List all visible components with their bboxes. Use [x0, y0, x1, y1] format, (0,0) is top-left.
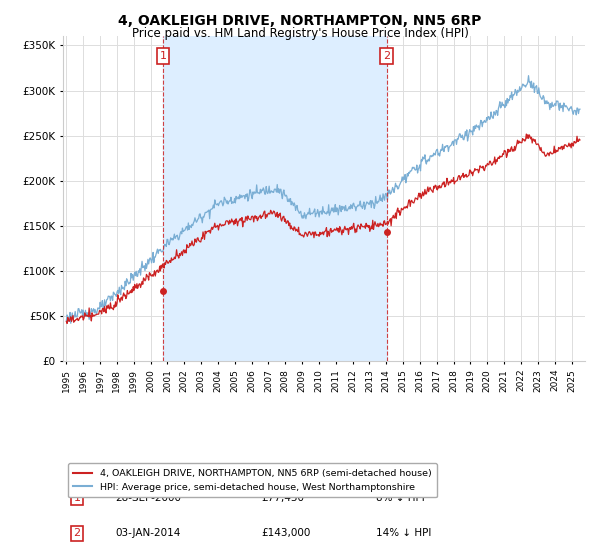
Text: 2: 2	[383, 52, 390, 61]
Text: 1: 1	[160, 52, 167, 61]
Text: 28-SEP-2000: 28-SEP-2000	[115, 493, 181, 503]
Bar	[163, 36, 386, 361]
Text: 03-JAN-2014: 03-JAN-2014	[115, 528, 181, 538]
Text: 8% ↓ HPI: 8% ↓ HPI	[376, 493, 425, 503]
Text: 2: 2	[73, 528, 80, 538]
Text: £143,000: £143,000	[262, 528, 311, 538]
Text: 4, OAKLEIGH DRIVE, NORTHAMPTON, NN5 6RP: 4, OAKLEIGH DRIVE, NORTHAMPTON, NN5 6RP	[118, 14, 482, 28]
Legend: 4, OAKLEIGH DRIVE, NORTHAMPTON, NN5 6RP (semi-detached house), HPI: Average pric: 4, OAKLEIGH DRIVE, NORTHAMPTON, NN5 6RP …	[68, 463, 437, 497]
Text: 1: 1	[73, 493, 80, 503]
Text: £77,450: £77,450	[262, 493, 304, 503]
Text: 14% ↓ HPI: 14% ↓ HPI	[376, 528, 431, 538]
Text: Price paid vs. HM Land Registry's House Price Index (HPI): Price paid vs. HM Land Registry's House …	[131, 27, 469, 40]
